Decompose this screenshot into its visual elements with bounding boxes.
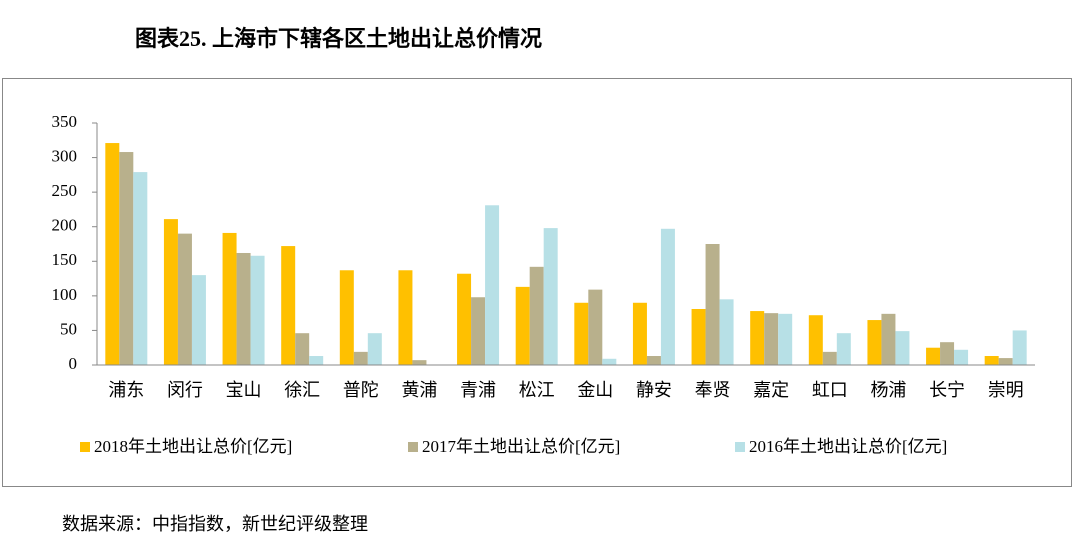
y-tick-label: 150 <box>52 250 78 269</box>
bar <box>309 356 324 365</box>
y-tick-label: 100 <box>52 285 78 304</box>
y-tick-label: 250 <box>52 181 78 200</box>
bar <box>177 233 192 365</box>
bar <box>632 302 647 365</box>
bar <box>339 270 354 365</box>
bar <box>867 320 882 365</box>
bar <box>778 313 793 365</box>
bar <box>236 252 251 365</box>
legend-label: 2017年土地出让总价[亿元] <box>422 437 620 456</box>
bar <box>353 351 368 365</box>
bar <box>105 143 120 365</box>
bar <box>926 347 941 365</box>
legend-swatch <box>735 442 745 452</box>
bar <box>485 205 500 365</box>
x-tick-label: 徐汇 <box>284 380 320 400</box>
y-tick-label: 300 <box>52 146 78 165</box>
y-tick-label: 0 <box>69 354 78 373</box>
bar <box>691 308 706 365</box>
bar <box>764 313 779 365</box>
x-tick-label: 杨浦 <box>870 380 906 400</box>
x-tick-label: 奉贤 <box>695 380 731 400</box>
x-tick-label: 虹口 <box>812 380 848 400</box>
x-tick-label: 青浦 <box>460 380 496 400</box>
x-tick-label: 黄浦 <box>401 380 437 400</box>
chart-title: 图表25. 上海市下辖各区土地出让总价情况 <box>135 26 542 51</box>
x-tick-label: 闵行 <box>167 380 203 400</box>
bar <box>367 333 382 365</box>
bar <box>529 266 544 365</box>
bar <box>543 228 558 365</box>
y-tick-label: 200 <box>52 216 78 235</box>
bar <box>133 172 148 365</box>
source-note: 数据来源：中指指数，新世纪评级整理 <box>62 514 368 534</box>
x-tick-label: 静安 <box>636 380 672 400</box>
bar <box>705 244 720 365</box>
bar <box>163 219 178 365</box>
bar <box>191 275 206 365</box>
bar <box>1012 330 1027 365</box>
bar <box>984 356 999 365</box>
x-tick-label: 嘉定 <box>753 380 789 400</box>
x-tick-label: 宝山 <box>226 380 262 400</box>
legend-label: 2018年土地出让总价[亿元] <box>94 437 292 456</box>
bar <box>646 356 661 365</box>
bar <box>602 358 617 365</box>
bar <box>719 299 734 365</box>
bar <box>998 358 1013 365</box>
x-tick-label: 崇明 <box>988 380 1024 400</box>
chart-frame <box>2 78 1072 487</box>
bar <box>660 228 675 365</box>
y-tick-label: 50 <box>60 319 77 338</box>
bar <box>954 349 969 365</box>
y-tick-label: 350 <box>52 112 78 131</box>
bar <box>412 360 427 365</box>
bar <box>574 302 589 365</box>
legend-label: 2016年土地出让总价[亿元] <box>749 437 947 456</box>
bar <box>515 286 530 365</box>
bar <box>398 270 413 365</box>
bar <box>588 289 603 365</box>
bar <box>750 311 765 365</box>
bar <box>895 331 910 365</box>
bar <box>940 342 955 365</box>
bar <box>881 313 896 365</box>
legend-swatch <box>80 442 90 452</box>
x-tick-label: 金山 <box>577 380 613 400</box>
bar <box>119 152 134 365</box>
bar <box>250 255 265 365</box>
legend-swatch <box>408 442 418 452</box>
x-tick-label: 普陀 <box>343 380 379 400</box>
x-tick-label: 浦东 <box>108 380 144 400</box>
bar <box>222 232 237 365</box>
x-tick-label: 松江 <box>519 380 555 400</box>
x-tick-label: 长宁 <box>929 380 965 400</box>
bar <box>457 273 472 365</box>
bar <box>281 246 296 365</box>
bar <box>808 315 823 365</box>
bar <box>295 333 310 365</box>
bar <box>836 333 851 365</box>
bar <box>822 351 837 365</box>
bar <box>471 297 486 365</box>
